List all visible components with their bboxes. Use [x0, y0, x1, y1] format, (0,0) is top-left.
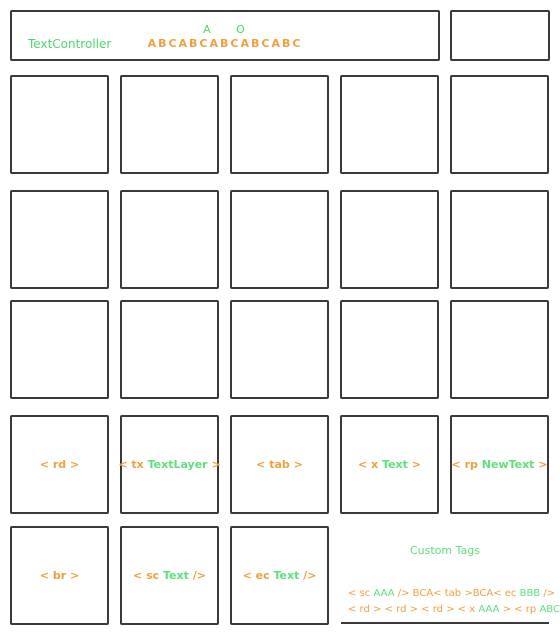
empty-tile[interactable]: [230, 300, 329, 399]
tile-tab-tag[interactable]: < tab >: [230, 415, 329, 514]
empty-tile[interactable]: [10, 300, 109, 399]
empty-tile[interactable]: [10, 190, 109, 289]
ec-tag-text: Text: [273, 569, 300, 582]
empty-tile[interactable]: [450, 190, 549, 289]
header-side-box[interactable]: [450, 10, 550, 61]
line2-rp-open: > < rp: [502, 604, 537, 615]
animated-sequence-text: ABCABCABCABCABC: [147, 37, 303, 50]
line1-ec-open: < ec: [493, 588, 517, 599]
empty-tile[interactable]: [120, 190, 219, 289]
custom-tags-title: Custom Tags: [410, 544, 480, 557]
rp-tag-open: < rp: [451, 458, 478, 471]
tile-rd-tag[interactable]: < rd >: [10, 415, 109, 514]
ec-tag-open: < ec: [242, 569, 270, 582]
sc-tag-text: Text: [163, 569, 189, 582]
sc-tag-close: />: [192, 569, 206, 582]
line2-aaa: AAA: [478, 604, 500, 615]
empty-tile[interactable]: [450, 300, 549, 399]
tile-tx-tag[interactable]: < tx TextLayer >: [118, 415, 221, 514]
br-tag-label: < br >: [39, 569, 80, 582]
line1-sc-close: />: [397, 588, 410, 599]
rd-tag-label: < rd >: [39, 458, 80, 471]
x-tag-close: >: [411, 458, 421, 471]
tx-tag-text: TextLayer: [147, 458, 208, 471]
tile-br-tag[interactable]: < br >: [10, 526, 109, 625]
empty-tile[interactable]: [340, 300, 439, 399]
tile-x-tag[interactable]: < x Text >: [340, 415, 439, 514]
line2-abc: ABC: [539, 604, 560, 615]
x-tag-text: Text: [382, 458, 408, 471]
tx-tag-close: >: [211, 458, 221, 471]
custom-tags-line-1: < sc AAA /> BCA< tab >BCA< ec BBB />: [348, 588, 555, 599]
tx-tag-open: < tx: [118, 458, 144, 471]
marker-o: O: [236, 23, 247, 36]
ec-tag-close: />: [303, 569, 317, 582]
line1-tab: < tab >: [433, 588, 473, 599]
tile-sc-tag[interactable]: < sc Text />: [120, 526, 219, 625]
sc-tag-open: < sc: [133, 569, 160, 582]
line1-bca-b: BCA: [472, 588, 494, 599]
empty-tile[interactable]: [120, 75, 219, 174]
empty-tile[interactable]: [340, 190, 439, 289]
marker-a: A: [203, 23, 213, 36]
empty-tile[interactable]: [450, 75, 549, 174]
empty-tile[interactable]: [230, 75, 329, 174]
tile-rp-tag[interactable]: < rp NewText >: [450, 415, 549, 514]
empty-tile[interactable]: [230, 190, 329, 289]
line1-bbb: BBB: [519, 588, 541, 599]
line2-tags: < rd > < rd > < rd > < x: [348, 604, 476, 615]
rp-tag-text: NewText: [481, 458, 535, 471]
line1-sc-open: < sc: [348, 588, 371, 599]
line1-ec-close: />: [543, 588, 556, 599]
custom-tags-line-2: < rd > < rd > < rd > < x AAA > < rp ABC …: [348, 604, 560, 615]
text-controller-label: TextController: [28, 37, 112, 51]
empty-tile[interactable]: [120, 300, 219, 399]
x-tag-open: < x: [358, 458, 379, 471]
line1-bca-a: BCA: [412, 588, 434, 599]
tab-tag-label: < tab >: [256, 458, 303, 471]
tile-ec-tag[interactable]: < ec Text />: [230, 526, 329, 625]
empty-tile[interactable]: [10, 75, 109, 174]
text-controller-panel: A O TextController ABCABCABCABCABC: [10, 10, 440, 61]
rp-tag-close: >: [538, 458, 548, 471]
empty-tile[interactable]: [340, 75, 439, 174]
header-marker-row: A O: [12, 23, 438, 36]
line1-aaa: AAA: [373, 588, 395, 599]
custom-tags-panel: Custom Tags < sc AAA /> BCA< tab >BCA< e…: [341, 526, 560, 624]
